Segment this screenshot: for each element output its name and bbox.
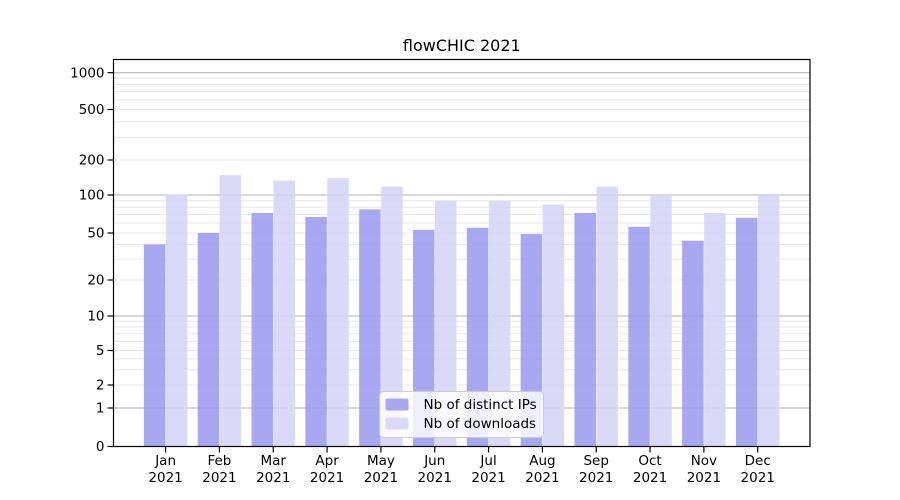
bar [735,217,758,447]
x-tick-label: Jul 2021 [471,453,505,486]
y-tick-label: 0 [96,439,105,455]
bar [488,200,511,447]
y-tick-label: 10 [87,309,104,325]
bar [381,186,403,447]
x-tick-label: Sep 2021 [579,453,613,486]
legend-label-downloads: Nb of downloads [424,416,537,432]
bar [757,194,780,447]
legend-label-distinct-ips: Nb of distinct IPs [424,397,537,413]
x-tick-label: Jun 2021 [418,453,452,486]
y-tick-label: 200 [79,153,105,169]
bar [143,244,166,447]
legend: Nb of distinct IPs Nb of downloads [379,391,544,438]
x-tick-label: Oct 2021 [633,453,667,486]
legend-swatch-downloads [385,417,409,430]
bar [251,213,274,447]
bar [574,213,596,447]
x-tick-label: Mar 2021 [256,453,290,486]
x-tick-label: Apr 2021 [310,453,344,486]
y-tick-label: 20 [87,273,104,289]
bar [165,194,188,447]
bar [219,175,242,447]
x-tick-label: Dec 2021 [741,453,775,486]
bar [704,213,726,447]
x-tick-label: Jan 2021 [148,453,182,486]
bar [327,178,349,447]
chart-title: flowCHIC 2021 [403,36,521,55]
bar [434,200,457,447]
bar [650,195,672,447]
legend-swatch-distinct-ips [385,398,409,411]
bar [682,240,704,447]
bar [305,216,327,447]
legend-box [379,391,544,438]
x-tick-label: Feb 2021 [202,453,236,486]
x-tick-label: May 2021 [364,453,398,486]
x-axis: Jan 2021 Feb 2021 Mar 2021 Apr 2021 May 2021 Jun 20… [148,446,775,486]
y-tick-label: 5 [96,343,105,359]
bar [359,209,381,447]
y-tick-label: 50 [87,226,104,242]
x-tick-label: Aug 2021 [525,453,559,486]
bar [273,180,296,447]
y-tick-label: 1 [96,401,105,417]
plot-border [112,58,811,448]
y-tick-label: 1000 [70,65,104,81]
bar [628,226,650,447]
y-axis: 0 1 2 5 10 20 50 100 200 500 1000 [70,65,114,455]
y-tick-label: 100 [79,188,105,204]
bar [542,204,565,447]
x-tick-label: Nov 2021 [687,453,721,486]
bar [596,186,618,447]
y-tick-label: 2 [96,378,105,394]
y-tick-label: 500 [79,102,105,118]
bar [197,233,220,447]
